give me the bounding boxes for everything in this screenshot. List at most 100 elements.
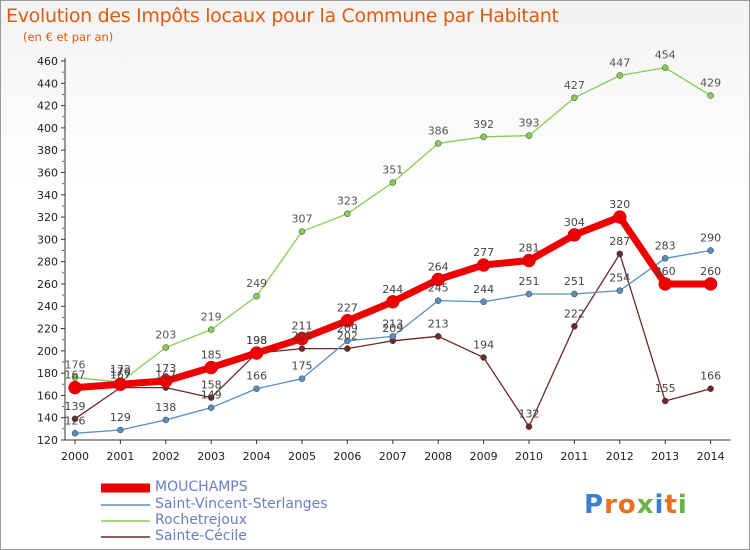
data-point xyxy=(249,346,264,360)
data-label: 264 xyxy=(428,260,449,273)
data-label: 202 xyxy=(292,330,313,343)
x-tick-label: 2002 xyxy=(152,450,180,463)
data-label: 323 xyxy=(337,195,358,208)
data-point xyxy=(162,344,170,351)
legend-label: Saint-Vincent-Sterlanges xyxy=(155,496,328,512)
data-label: 158 xyxy=(201,379,222,392)
data-point xyxy=(525,132,533,139)
data-point xyxy=(68,380,82,395)
data-point xyxy=(253,292,260,300)
y-tick-label: 160 xyxy=(37,389,58,402)
data-point xyxy=(707,247,714,254)
data-point xyxy=(522,253,536,268)
y-tick-label: 340 xyxy=(37,189,58,202)
data-point xyxy=(703,277,718,291)
x-tick-label: 2003 xyxy=(197,450,225,463)
chart-title: Evolution des Impôts locaux pour la Comm… xyxy=(6,5,559,27)
data-point xyxy=(480,298,487,306)
data-label: 167 xyxy=(65,369,86,382)
legend-label: Sainte-Cécile xyxy=(155,528,247,544)
data-point xyxy=(207,404,215,411)
data-label: 149 xyxy=(201,389,222,402)
x-tick-label: 2009 xyxy=(470,450,498,463)
data-label: 166 xyxy=(246,370,267,383)
data-label: 254 xyxy=(609,272,630,285)
data-point xyxy=(386,295,400,309)
data-label: 155 xyxy=(655,382,676,395)
data-label: 209 xyxy=(382,322,403,335)
data-point xyxy=(616,250,624,258)
data-point xyxy=(707,92,714,99)
data-label: 386 xyxy=(428,124,449,137)
data-point xyxy=(476,258,491,272)
data-point xyxy=(159,374,173,388)
data-label: 213 xyxy=(428,317,449,330)
y-tick-label: 320 xyxy=(37,211,58,224)
data-point xyxy=(162,416,170,424)
data-label: 320 xyxy=(609,198,630,211)
data-point xyxy=(661,397,669,405)
data-point xyxy=(661,64,669,71)
data-point xyxy=(434,333,442,340)
data-label: 447 xyxy=(609,56,630,69)
data-label: 222 xyxy=(564,307,585,320)
x-tick-label: 2001 xyxy=(106,450,134,463)
data-point xyxy=(344,337,351,345)
y-tick-label: 360 xyxy=(37,166,58,179)
data-label: 304 xyxy=(564,216,585,229)
data-point xyxy=(571,94,578,102)
y-tick-label: 460 xyxy=(37,55,58,68)
data-point xyxy=(707,385,714,392)
data-point xyxy=(295,331,309,346)
data-label: 287 xyxy=(609,235,630,248)
data-label: 203 xyxy=(155,328,176,341)
data-label: 427 xyxy=(564,79,585,92)
x-tick-label: 2012 xyxy=(606,450,634,463)
x-tick-label: 2006 xyxy=(333,450,361,463)
y-tick-label: 300 xyxy=(37,233,58,246)
data-point xyxy=(117,426,124,434)
data-label: 198 xyxy=(246,334,267,347)
data-label: 211 xyxy=(292,320,313,333)
data-label: 351 xyxy=(382,164,403,177)
data-point xyxy=(298,375,306,382)
data-label: 283 xyxy=(655,239,676,252)
data-label: 198 xyxy=(246,334,267,347)
data-point xyxy=(525,423,533,430)
y-tick-label: 220 xyxy=(37,323,58,336)
legend-label: Rochetrejoux xyxy=(155,512,248,528)
data-point xyxy=(571,290,578,298)
y-tick-label: 440 xyxy=(37,77,58,90)
data-point xyxy=(571,323,578,330)
data-label: 202 xyxy=(337,330,358,343)
data-label: 245 xyxy=(428,282,449,295)
data-label: 132 xyxy=(519,408,540,421)
y-tick-label: 260 xyxy=(37,278,58,291)
data-label: 213 xyxy=(382,317,403,330)
data-point xyxy=(204,360,218,375)
data-label: 173 xyxy=(155,362,176,375)
data-point xyxy=(389,179,397,186)
data-point xyxy=(253,385,260,392)
data-point xyxy=(389,333,397,340)
data-point xyxy=(480,354,487,361)
data-label: 126 xyxy=(65,414,86,427)
x-tick-label: 2011 xyxy=(560,450,588,463)
data-point xyxy=(525,290,533,298)
data-label: 260 xyxy=(655,265,676,278)
data-point xyxy=(71,415,79,423)
x-tick-label: 2004 xyxy=(243,450,271,463)
x-tick-label: 2014 xyxy=(697,450,725,463)
data-label: 139 xyxy=(65,400,86,413)
data-label: 244 xyxy=(473,283,494,296)
x-tick-label: 2007 xyxy=(379,450,407,463)
data-point xyxy=(480,133,487,141)
data-point xyxy=(613,210,627,224)
data-point xyxy=(207,394,215,401)
data-point xyxy=(340,313,355,328)
y-tick-label: 380 xyxy=(37,144,58,157)
data-point xyxy=(567,228,582,242)
data-label: 167 xyxy=(155,369,176,382)
